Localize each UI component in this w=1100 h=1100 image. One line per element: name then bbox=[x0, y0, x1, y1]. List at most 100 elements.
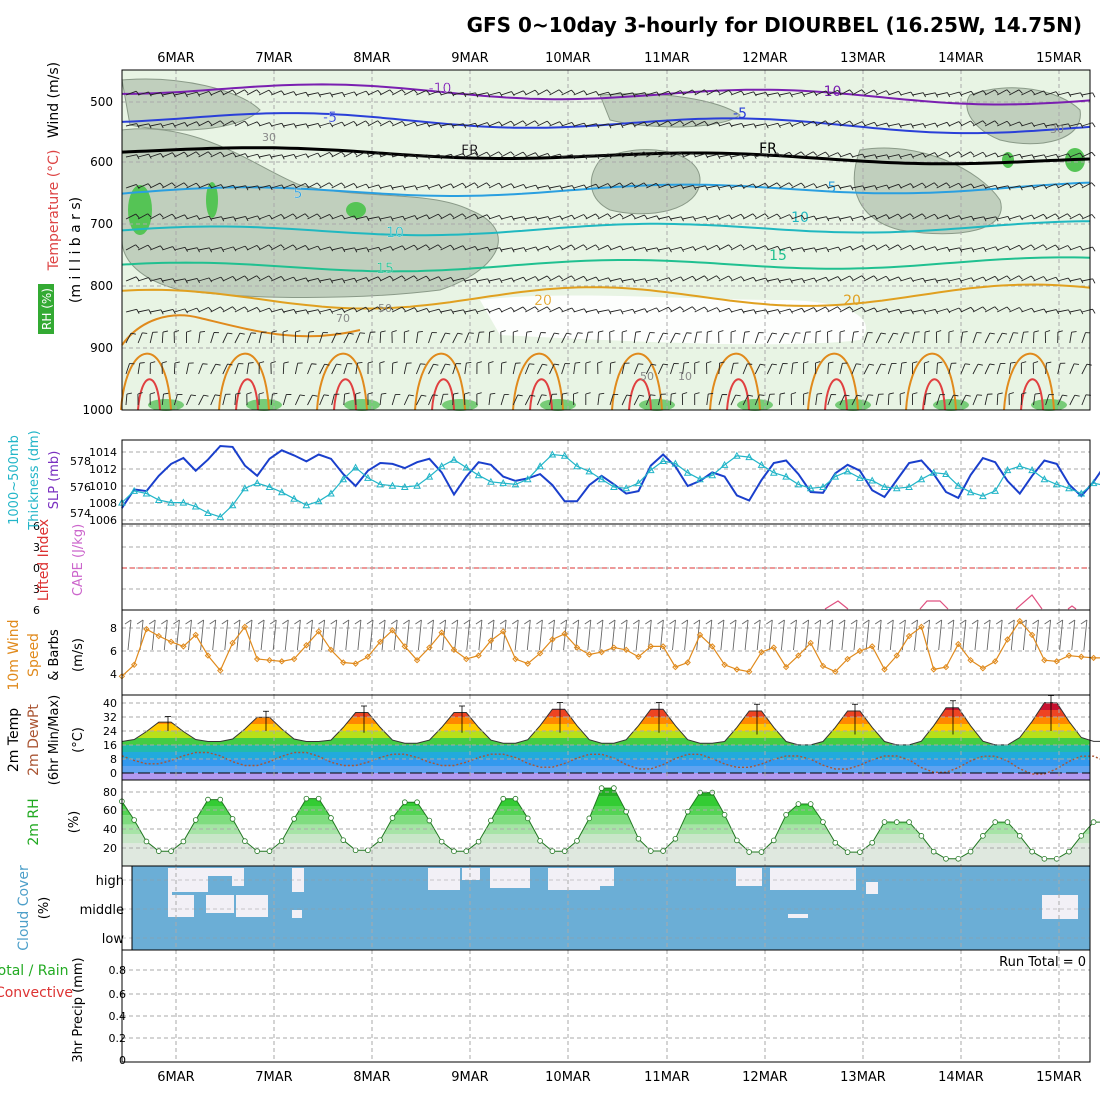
wind-barb bbox=[706, 244, 717, 251]
wind-barb bbox=[863, 363, 870, 375]
wind-barb-flag bbox=[704, 216, 709, 221]
wind-barb-flag bbox=[800, 182, 806, 188]
wind-barb-flag bbox=[522, 120, 527, 125]
wind-barb bbox=[936, 151, 947, 158]
wind-barb bbox=[621, 122, 633, 127]
thickness-marker bbox=[1028, 466, 1036, 474]
thickness-marker bbox=[204, 508, 212, 516]
cape-frame bbox=[121, 523, 1091, 611]
wind-barb bbox=[295, 213, 306, 220]
wind-barb-flag bbox=[971, 216, 975, 221]
wind-speed-marker bbox=[1041, 656, 1048, 664]
temp-band bbox=[122, 702, 1090, 703]
surface-wind-barb bbox=[551, 619, 555, 651]
wind-barb-flag bbox=[789, 278, 793, 284]
wind-barb-flag bbox=[317, 92, 321, 98]
wind-barb-flag bbox=[912, 392, 918, 395]
wind-barb bbox=[210, 394, 216, 406]
wind-barb bbox=[222, 89, 233, 96]
wind-barb-flag bbox=[402, 185, 406, 191]
wind-barb-flag bbox=[873, 89, 878, 95]
wind-barb bbox=[815, 247, 827, 251]
wind-barb bbox=[670, 363, 675, 375]
wind-barb-flag bbox=[554, 332, 560, 335]
wind-barb-flag bbox=[184, 247, 188, 252]
wind-barb-flag bbox=[803, 392, 809, 395]
warm-contour bbox=[611, 352, 663, 411]
surface-wind-barb-flag bbox=[209, 619, 216, 625]
wind-barb bbox=[876, 184, 887, 189]
wind-barb bbox=[827, 362, 829, 375]
wind-barb bbox=[561, 214, 573, 220]
wind-barb-flag bbox=[438, 154, 442, 160]
wind-barb-flag bbox=[849, 89, 854, 94]
wind-barb bbox=[839, 152, 851, 158]
wind-barb-flag bbox=[728, 275, 733, 281]
wind-barb-flag bbox=[377, 152, 382, 157]
wind-barb-flag bbox=[885, 275, 890, 281]
surface-wind-barb-flag bbox=[269, 619, 277, 625]
axis-label-dewpt: 2m DewPt bbox=[26, 704, 42, 776]
surface-wind-barb bbox=[357, 619, 362, 651]
wind-barb bbox=[936, 394, 941, 406]
wind-speed-marker bbox=[942, 663, 950, 671]
wind-barb bbox=[452, 92, 464, 96]
wind-barb bbox=[573, 90, 585, 96]
wind-barb-flag bbox=[880, 332, 886, 335]
wind-barb bbox=[343, 120, 354, 127]
surface-wind-barb-flag bbox=[862, 619, 870, 625]
wind-barb bbox=[863, 121, 875, 127]
surface-wind-barb-flag bbox=[1056, 619, 1063, 625]
axis-label-rh-unit: (%) bbox=[67, 811, 82, 834]
slp-tick: 1006 bbox=[89, 514, 117, 527]
wind-barb bbox=[984, 184, 996, 189]
wind-barb-flag bbox=[788, 151, 793, 157]
thickness-marker bbox=[769, 468, 778, 476]
wind-barb-flag bbox=[959, 278, 963, 283]
wind-barb-flag bbox=[571, 89, 576, 95]
wind-barb-flag bbox=[1080, 92, 1084, 98]
surface-wind-barb bbox=[248, 619, 253, 651]
wind-barb bbox=[440, 277, 452, 282]
wind-barb bbox=[222, 184, 234, 189]
surface-wind-barb-flag bbox=[669, 619, 676, 625]
surface-wind-barb bbox=[381, 619, 386, 651]
wind-barb-flag bbox=[994, 120, 999, 125]
wind-barb bbox=[742, 276, 754, 282]
thickness-marker bbox=[474, 471, 483, 479]
rh-marker bbox=[438, 838, 445, 845]
wind-barb-flag bbox=[706, 361, 712, 364]
wind-barb-flag bbox=[959, 247, 963, 253]
wind-barb-flag bbox=[342, 247, 346, 253]
wind-speed-marker bbox=[303, 642, 310, 649]
wind-barb bbox=[428, 244, 439, 251]
wind-barb bbox=[839, 185, 851, 189]
wind-barb bbox=[173, 394, 178, 406]
thickness-marker bbox=[191, 502, 200, 510]
wind-barb-flag bbox=[662, 363, 669, 366]
wind-barb bbox=[222, 120, 233, 127]
rh-marker bbox=[254, 848, 260, 854]
precip-tick: 0.6 bbox=[109, 988, 127, 1001]
wind-barb bbox=[960, 332, 964, 344]
wind-barb bbox=[1009, 307, 1020, 313]
wind-barb bbox=[1009, 185, 1021, 189]
wind-barb bbox=[271, 90, 282, 96]
wind-barb-flag bbox=[608, 153, 612, 159]
wind-barb bbox=[730, 363, 734, 375]
wind-barb bbox=[1021, 244, 1032, 251]
wind-barb-flag bbox=[983, 247, 987, 252]
wind-barb bbox=[391, 275, 403, 282]
wind-barb-flag bbox=[619, 213, 624, 218]
wind-barb-flag bbox=[142, 332, 148, 334]
wind-barb bbox=[149, 332, 154, 344]
surface-wind-barb-flag bbox=[318, 619, 325, 625]
slp-tick: 1012 bbox=[89, 463, 117, 476]
wind-barb-flag bbox=[608, 91, 612, 97]
wind-barb-flag bbox=[1091, 214, 1096, 219]
rh-marker bbox=[168, 848, 174, 854]
wind-barb-flag bbox=[765, 309, 769, 315]
wind-speed-marker bbox=[586, 651, 593, 658]
date-label-bottom: 7MAR bbox=[255, 1070, 292, 1085]
